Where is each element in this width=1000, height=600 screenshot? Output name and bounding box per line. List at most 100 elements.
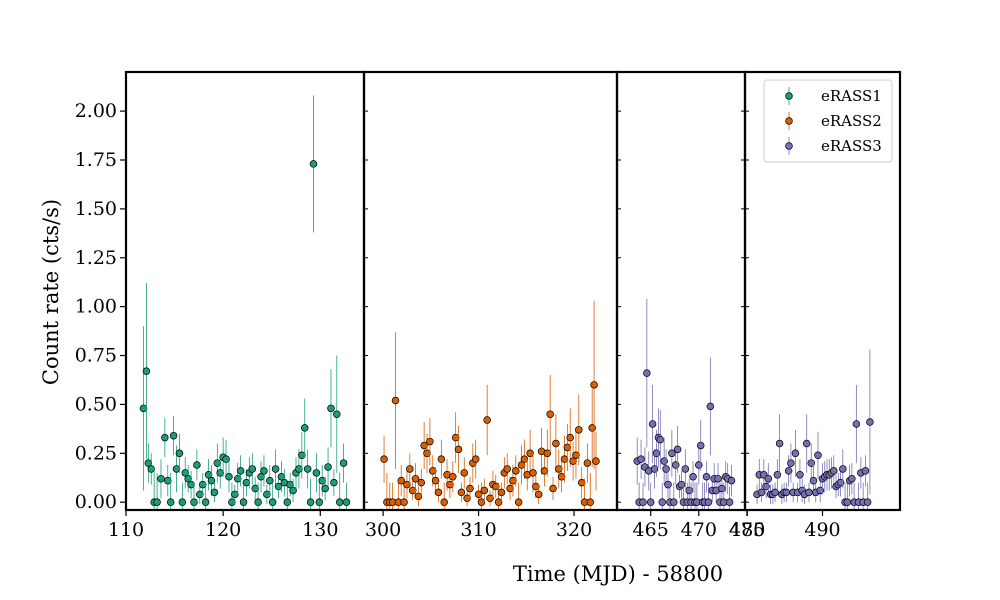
data-point [423,449,431,458]
series-eRASS3 [633,298,736,510]
data-point [321,484,329,493]
series-eRASS2 [380,300,600,510]
data-point [718,484,726,493]
data-point [773,471,782,479]
y-tick-label: 0.25 [75,442,117,464]
y-tick-label: 2.00 [75,100,117,122]
data-point [139,404,148,413]
data-point [534,490,543,499]
data-point [696,441,705,450]
data-point [335,498,344,506]
data-point [408,486,417,495]
data-point [251,484,259,493]
data-point [451,433,460,442]
series-eRASS3 [753,349,874,510]
data-point [196,490,204,499]
data-point [727,476,736,485]
legend: eRASS1 eRASS2 eRASS3 [763,79,893,163]
data-point [673,445,682,454]
data-point [312,469,321,477]
data-point [552,439,560,448]
legend-label: eRASS1 [821,87,882,105]
data-point [411,474,420,483]
data-point [830,467,838,475]
x-axis-label: Time (MJD) - 58800 [513,562,723,586]
data-point [643,369,651,377]
data-point [529,469,537,477]
data-point [268,498,277,506]
data-point [540,467,549,475]
data-point [762,482,770,491]
data-point [225,473,233,481]
legend-marker [785,92,793,100]
x-tick-label: 130 [302,519,338,541]
data-point [866,418,874,426]
data-point [775,439,784,448]
x-tick-label: 320 [556,519,592,541]
x-tick-label: 110 [108,519,144,541]
data-point [298,451,306,460]
data-point [178,498,187,506]
data-point [497,488,506,497]
data-point [274,482,283,491]
data-point [161,433,169,442]
data-point [592,457,600,465]
data-point [546,410,554,418]
data-point [664,480,672,489]
data-point [342,498,351,506]
data-point [318,476,326,485]
data-point [639,498,647,506]
y-tick-label: 0.75 [75,345,117,367]
data-point [233,474,242,483]
data-point [157,474,165,483]
legend-marker [785,117,793,125]
data-point [668,449,676,458]
data-point [477,498,486,506]
data-point [172,465,181,473]
x-tick-label: 120 [205,519,241,541]
data-point [260,467,268,475]
data-point [588,424,596,432]
data-point [848,474,856,483]
data-point [569,457,577,465]
data-point [426,437,434,446]
x-tick-label: 490 [804,519,840,541]
legend-label: eRASS2 [821,112,882,130]
data-point [816,486,824,495]
data-point [193,461,201,469]
data-point [166,498,175,506]
data-point [242,478,251,487]
panels-layer: 110 120 130 0.00 0.25 0.50 0.75 1.00 1.25 1.50 1.7… [75,70,902,541]
data-point [695,461,703,469]
data-point [681,465,690,473]
data-point [814,451,822,460]
data-point [207,476,216,485]
data-point [213,459,222,467]
y-axis-label: Count rate (cts/s) [39,199,63,385]
data-point [263,490,271,499]
data-point [397,476,405,485]
data-point [583,459,592,467]
data-point [494,498,503,506]
data-point [190,498,198,506]
data-point [417,478,426,487]
data-point [526,449,534,458]
data-point [506,484,514,493]
data-point [650,465,659,473]
data-point [483,416,491,424]
y-tick-label: 1.25 [75,247,117,269]
data-point [757,488,766,497]
data-point [283,498,292,506]
data-point [590,381,598,389]
data-point [809,476,818,485]
y-tick-label: 1.50 [75,198,117,220]
data-point [509,476,517,485]
data-point [577,478,586,487]
data-point [434,488,443,497]
legend-label: eRASS3 [821,137,882,155]
data-point [187,480,195,489]
data-point [440,498,448,506]
data-point [802,439,811,448]
data-point [843,498,852,506]
panel-2: 300 310 320 [362,70,619,541]
